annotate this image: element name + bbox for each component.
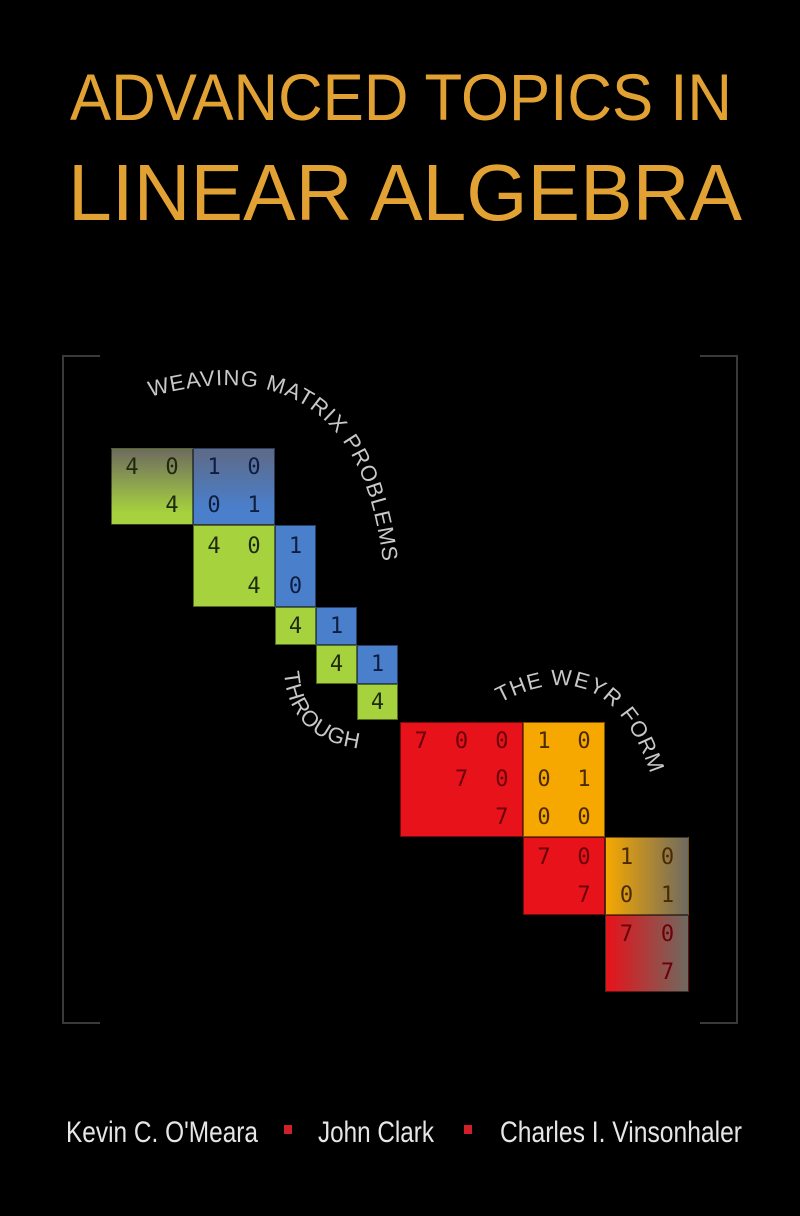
matrix-entry [524, 876, 564, 914]
matrix-entry: 0 [247, 455, 261, 481]
matrix-entry [606, 954, 647, 992]
matrix-entry: 1 [370, 652, 385, 677]
matrix-entry: 7 [660, 959, 675, 985]
matrix-entry: 1 [329, 613, 344, 639]
matrix-entry: 4 [370, 689, 385, 715]
green-matrix-block: 4 [316, 645, 357, 684]
author-1: Kevin C. O'Meara [66, 1116, 258, 1149]
author-3: Charles I. Vinsonhaler [500, 1116, 742, 1149]
title-line-2: LINEAR ALGEBRA [68, 148, 743, 237]
matrix-entry: 1 [288, 533, 303, 559]
matrix-entry: 0 [165, 455, 179, 481]
matrix-entry: 1 [537, 729, 551, 755]
blue-matrix-block: 1 [316, 607, 357, 645]
matrix-entry: 0 [288, 573, 303, 599]
matrix-entry: 1 [660, 882, 675, 908]
matrix-entry [194, 566, 234, 606]
matrix-entry: 4 [329, 652, 344, 677]
matrix-entry: 1 [577, 766, 591, 792]
matrix-entry: 0 [619, 882, 634, 908]
matrix-entry: 1 [207, 455, 221, 481]
matrix-entry: 4 [165, 492, 179, 518]
matrix-entry [112, 487, 152, 525]
matrix-entry [401, 761, 441, 799]
matrix-entry: 0 [247, 533, 261, 559]
matrix-entry: 7 [577, 882, 591, 908]
green-matrix-block: 4 [357, 684, 398, 720]
matrix-entry: 0 [495, 766, 509, 792]
blue-matrix-block: 1 [357, 645, 398, 684]
matrix-entry: 0 [537, 766, 551, 792]
matrix-entry: 0 [577, 729, 591, 755]
matrix-entry: 4 [288, 613, 303, 639]
matrix-entry [401, 798, 441, 836]
matrix-entry: 0 [454, 729, 469, 755]
matrix-entry: 7 [495, 804, 509, 830]
matrix-entry: 7 [537, 844, 551, 870]
matrix-entry: 0 [207, 492, 221, 518]
matrix-entry: 0 [660, 844, 675, 870]
matrix-entry: 4 [207, 533, 221, 559]
matrix-entry [441, 798, 481, 836]
matrix-entry: 4 [125, 455, 139, 481]
matrix-entry: 7 [454, 766, 469, 792]
author-2: John Clark [318, 1116, 435, 1149]
title-line-1: ADVANCED TOPICS IN [70, 60, 732, 134]
separator-square-2 [464, 1125, 472, 1134]
matrix-entry: 0 [537, 804, 551, 830]
matrix-entry: 1 [619, 844, 634, 870]
separator-square-1 [284, 1125, 292, 1134]
matrix-entry: 1 [247, 492, 261, 518]
matrix-entry: 4 [247, 573, 261, 599]
left-bracket [62, 355, 100, 1024]
matrix-entry: 0 [660, 922, 675, 948]
matrix-entry: 7 [619, 922, 634, 948]
matrix-entry: 0 [577, 844, 591, 870]
right-bracket [700, 355, 738, 1024]
green-matrix-block: 4 [275, 607, 316, 645]
matrix-entry: 0 [577, 804, 591, 830]
matrix-entry: 0 [495, 729, 509, 755]
matrix-entry: 7 [414, 729, 428, 755]
